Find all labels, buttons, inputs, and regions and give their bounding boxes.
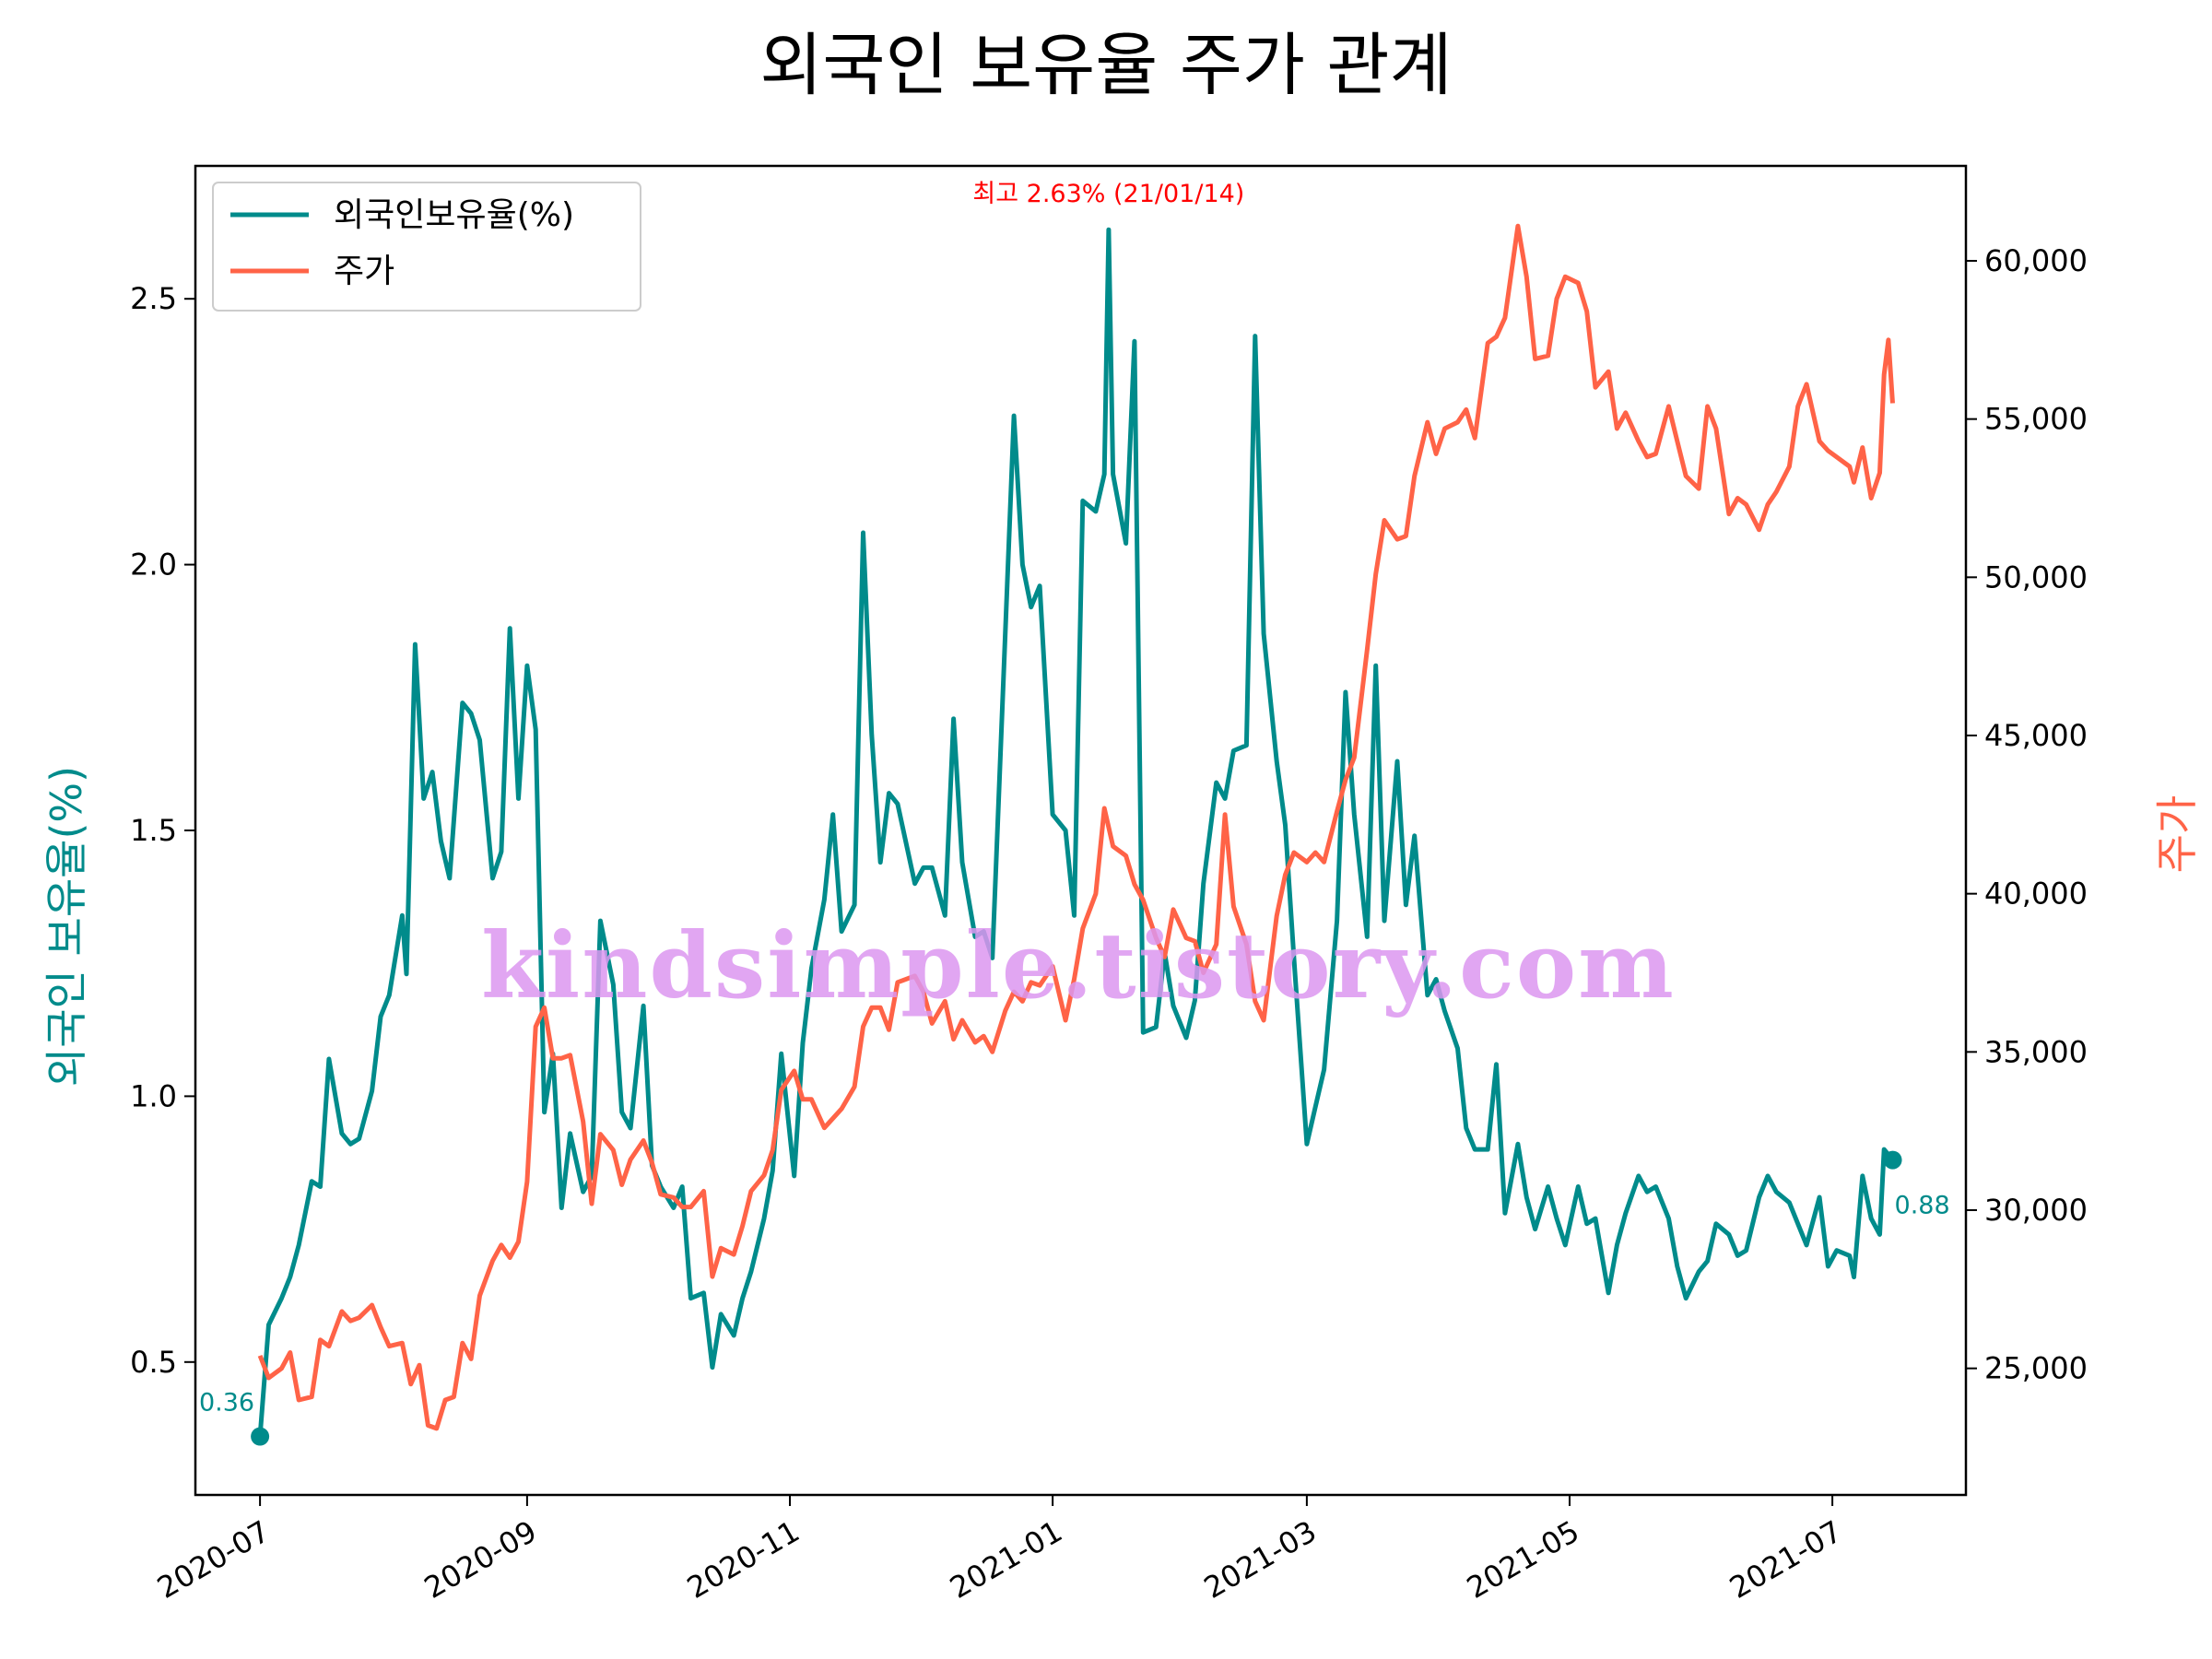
x-tick-label: 2021-07 — [1724, 1513, 1848, 1606]
max-value-annotation: 최고 2.63% (21/01/14) — [972, 180, 1244, 208]
right-y-tick-label: 60,000 — [1984, 243, 2088, 278]
right-y-tick-label: 40,000 — [1984, 877, 2088, 912]
left-axis-title: 외국인 보유율(%) — [41, 766, 91, 1087]
right-y-tick-label: 55,000 — [1984, 402, 2088, 437]
watermark-text: kindsimple.tistory.com — [481, 913, 1676, 1019]
left-y-tick-label: 1.5 — [130, 813, 177, 848]
end-point-marker — [1883, 1150, 1902, 1170]
x-tick-label: 2021-03 — [1198, 1513, 1323, 1606]
right-y-tick-label: 35,000 — [1984, 1034, 2088, 1069]
stock-price-line — [257, 223, 1895, 1431]
x-tick-label: 2020-07 — [151, 1513, 276, 1606]
holding-ratio-line — [257, 227, 1895, 1437]
right-axis-title: 주가 — [2152, 795, 2202, 874]
plot-frame — [194, 164, 1968, 1497]
right-y-tick-label: 50,000 — [1984, 559, 2088, 594]
right-y-tick-label: 25,000 — [1984, 1351, 2088, 1386]
plot-area: 2020-07 2020-09 2020-11 2021-01 2021-03 2021-… — [130, 164, 2088, 1606]
chart-title: 외국인 보유율 주가 관계 — [759, 26, 1452, 105]
right-y-tick-label: 45,000 — [1984, 718, 2088, 753]
x-tick-label: 2020-09 — [418, 1513, 543, 1606]
left-y-tick-label: 2.5 — [130, 281, 177, 316]
start-point-marker — [251, 1427, 270, 1446]
start-value-label: 0.36 — [199, 1389, 254, 1418]
legend: 외국인보유율(%) 주가 — [212, 182, 641, 312]
right-y-tick-label: 30,000 — [1984, 1193, 2088, 1228]
x-tick-label: 2021-05 — [1461, 1513, 1585, 1606]
left-y-tick-label: 1.0 — [130, 1078, 177, 1113]
x-tick-label: 2020-11 — [681, 1513, 806, 1606]
end-value-label: 0.88 — [1895, 1192, 1950, 1220]
legend-label-price: 주가 — [334, 253, 394, 290]
left-y-tick-label: 2.0 — [130, 547, 177, 582]
x-tick-label: 2021-01 — [944, 1513, 1068, 1606]
legend-label-holding: 외국인보유율(%) — [334, 196, 574, 234]
left-y-tick-label: 0.5 — [130, 1345, 177, 1380]
